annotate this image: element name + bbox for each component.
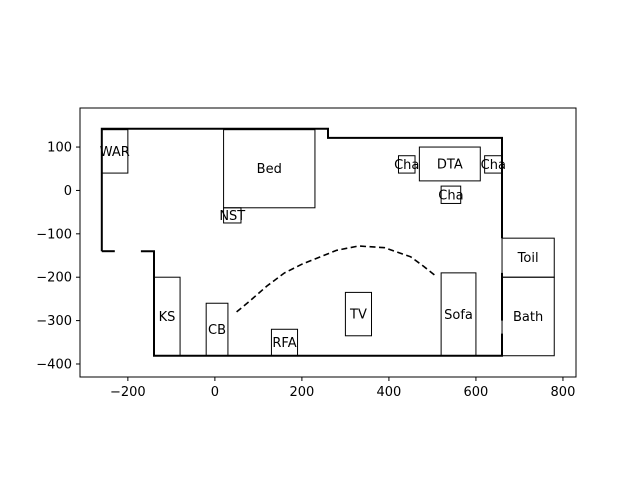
plot-area: WAR Bed NST Cha DTA Cha Cha Toil KS CB RFA TV Sofa Ba… — [100, 127, 555, 357]
x-tick-label: 0 — [211, 385, 219, 400]
y-tick-label: −400 — [36, 357, 72, 372]
y-tick-label: −300 — [36, 314, 72, 329]
room-cha: Cha — [438, 185, 464, 204]
room-label: RFA — [272, 336, 296, 351]
x-tick-label: −200 — [110, 385, 146, 400]
room-label: Sofa — [444, 308, 473, 323]
y-tick-label: −100 — [36, 227, 72, 242]
room-box — [344, 291, 373, 337]
room-label: Cha — [481, 158, 506, 173]
room-ks: KS — [153, 276, 181, 357]
room-sofa: Sofa — [440, 272, 477, 357]
room-label: WAR — [100, 145, 130, 160]
room-bed: Bed — [223, 129, 316, 209]
y-tick-label: −200 — [36, 271, 72, 286]
room-label: NST — [219, 209, 245, 224]
room-label: Cha — [394, 158, 419, 173]
room-label: DTA — [437, 157, 463, 172]
room-box — [270, 328, 299, 357]
room-label: KS — [159, 310, 176, 325]
room-rfa: RFA — [270, 328, 299, 357]
room-label: CB — [208, 323, 226, 338]
room-label: TV — [349, 308, 367, 323]
room-label: Cha — [438, 188, 463, 203]
room-box — [397, 155, 416, 174]
room-cha: Cha — [481, 155, 506, 174]
room-box — [153, 276, 181, 357]
room-box — [418, 146, 481, 182]
room-box — [440, 272, 477, 357]
room-cha: Cha — [394, 155, 419, 174]
y-tick-label: 0 — [64, 184, 72, 199]
room-bath: Bath — [501, 276, 555, 357]
x-tick-label: 200 — [289, 385, 314, 400]
room-label: Bath — [513, 310, 543, 325]
x-tick-label: 400 — [376, 385, 401, 400]
room-box — [205, 302, 229, 357]
room-cb: CB — [205, 302, 229, 357]
room-box — [223, 129, 316, 209]
room-box — [501, 276, 555, 357]
room-box — [484, 155, 503, 174]
room-box — [223, 207, 242, 224]
x-tick-label: 800 — [551, 385, 576, 400]
room-dta: DTA — [418, 146, 481, 182]
room-war: WAR — [100, 129, 130, 174]
room-label: Bed — [257, 162, 282, 177]
y-tick-label: 100 — [47, 141, 72, 156]
room-box — [101, 129, 129, 174]
room-label: Toil — [517, 251, 539, 266]
room-nst: NST — [219, 207, 245, 224]
room-tv: TV — [344, 291, 373, 337]
x-tick-label: 600 — [464, 385, 489, 400]
axes-frame — [79, 107, 577, 378]
room-box — [440, 185, 462, 204]
